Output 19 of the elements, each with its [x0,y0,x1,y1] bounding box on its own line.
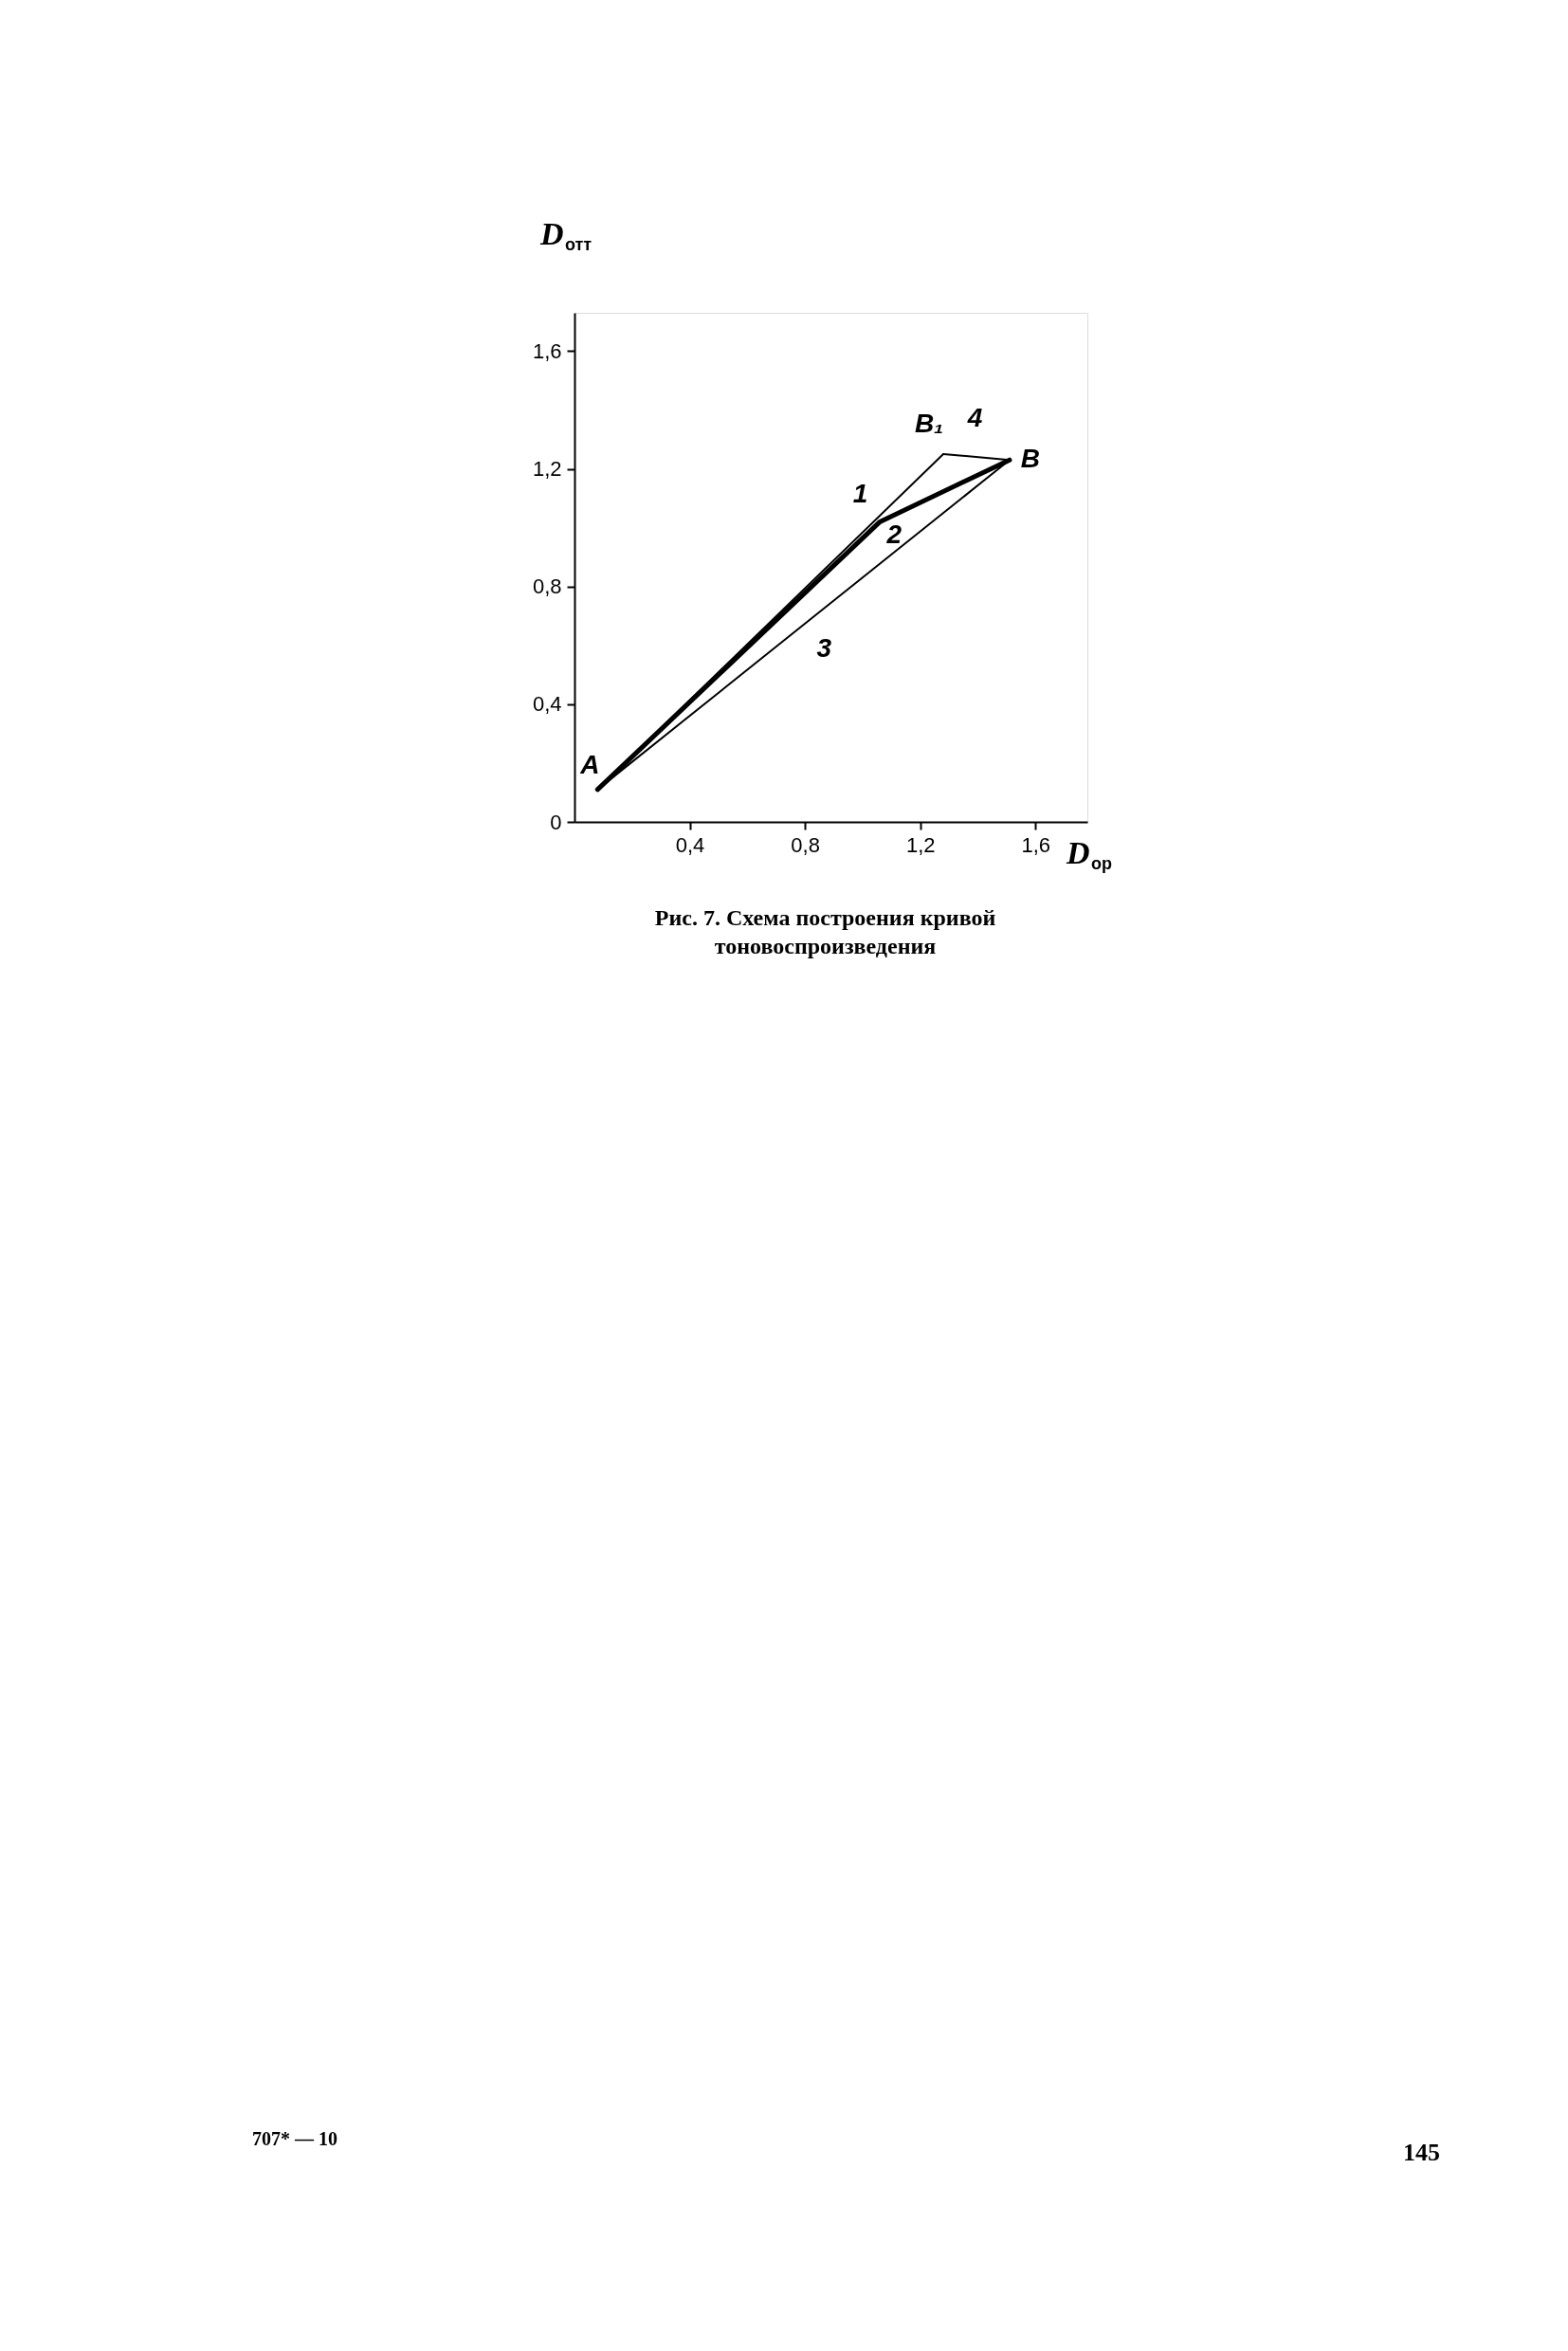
annotation: B [1020,444,1041,474]
series-label: 2 [885,519,903,550]
series-label: 1 [852,478,868,508]
x-tick-label: 1,2 [905,832,936,857]
y-tick-label: 0 [550,810,562,834]
series-label: 3 [816,632,832,663]
y-tick-label: 0,4 [532,692,562,717]
y-tick-label: 1,2 [532,457,562,482]
text: 707* — 10 [252,2128,337,2149]
x-tick-label: 1,6 [1021,832,1051,857]
y-tick-label: 0,8 [532,574,562,599]
text: Рис. 7. Схема построения кривой тоновоспроизведения [654,905,996,958]
x-tick-label: 0,4 [675,832,705,857]
annotation: B₁ [914,408,944,438]
y-tick-label: 1,6 [532,338,562,363]
annotation: A [579,749,600,779]
text: 145 [1403,2139,1440,2166]
series-label: 4 [966,402,983,432]
x-tick-label: 0,8 [791,832,820,857]
